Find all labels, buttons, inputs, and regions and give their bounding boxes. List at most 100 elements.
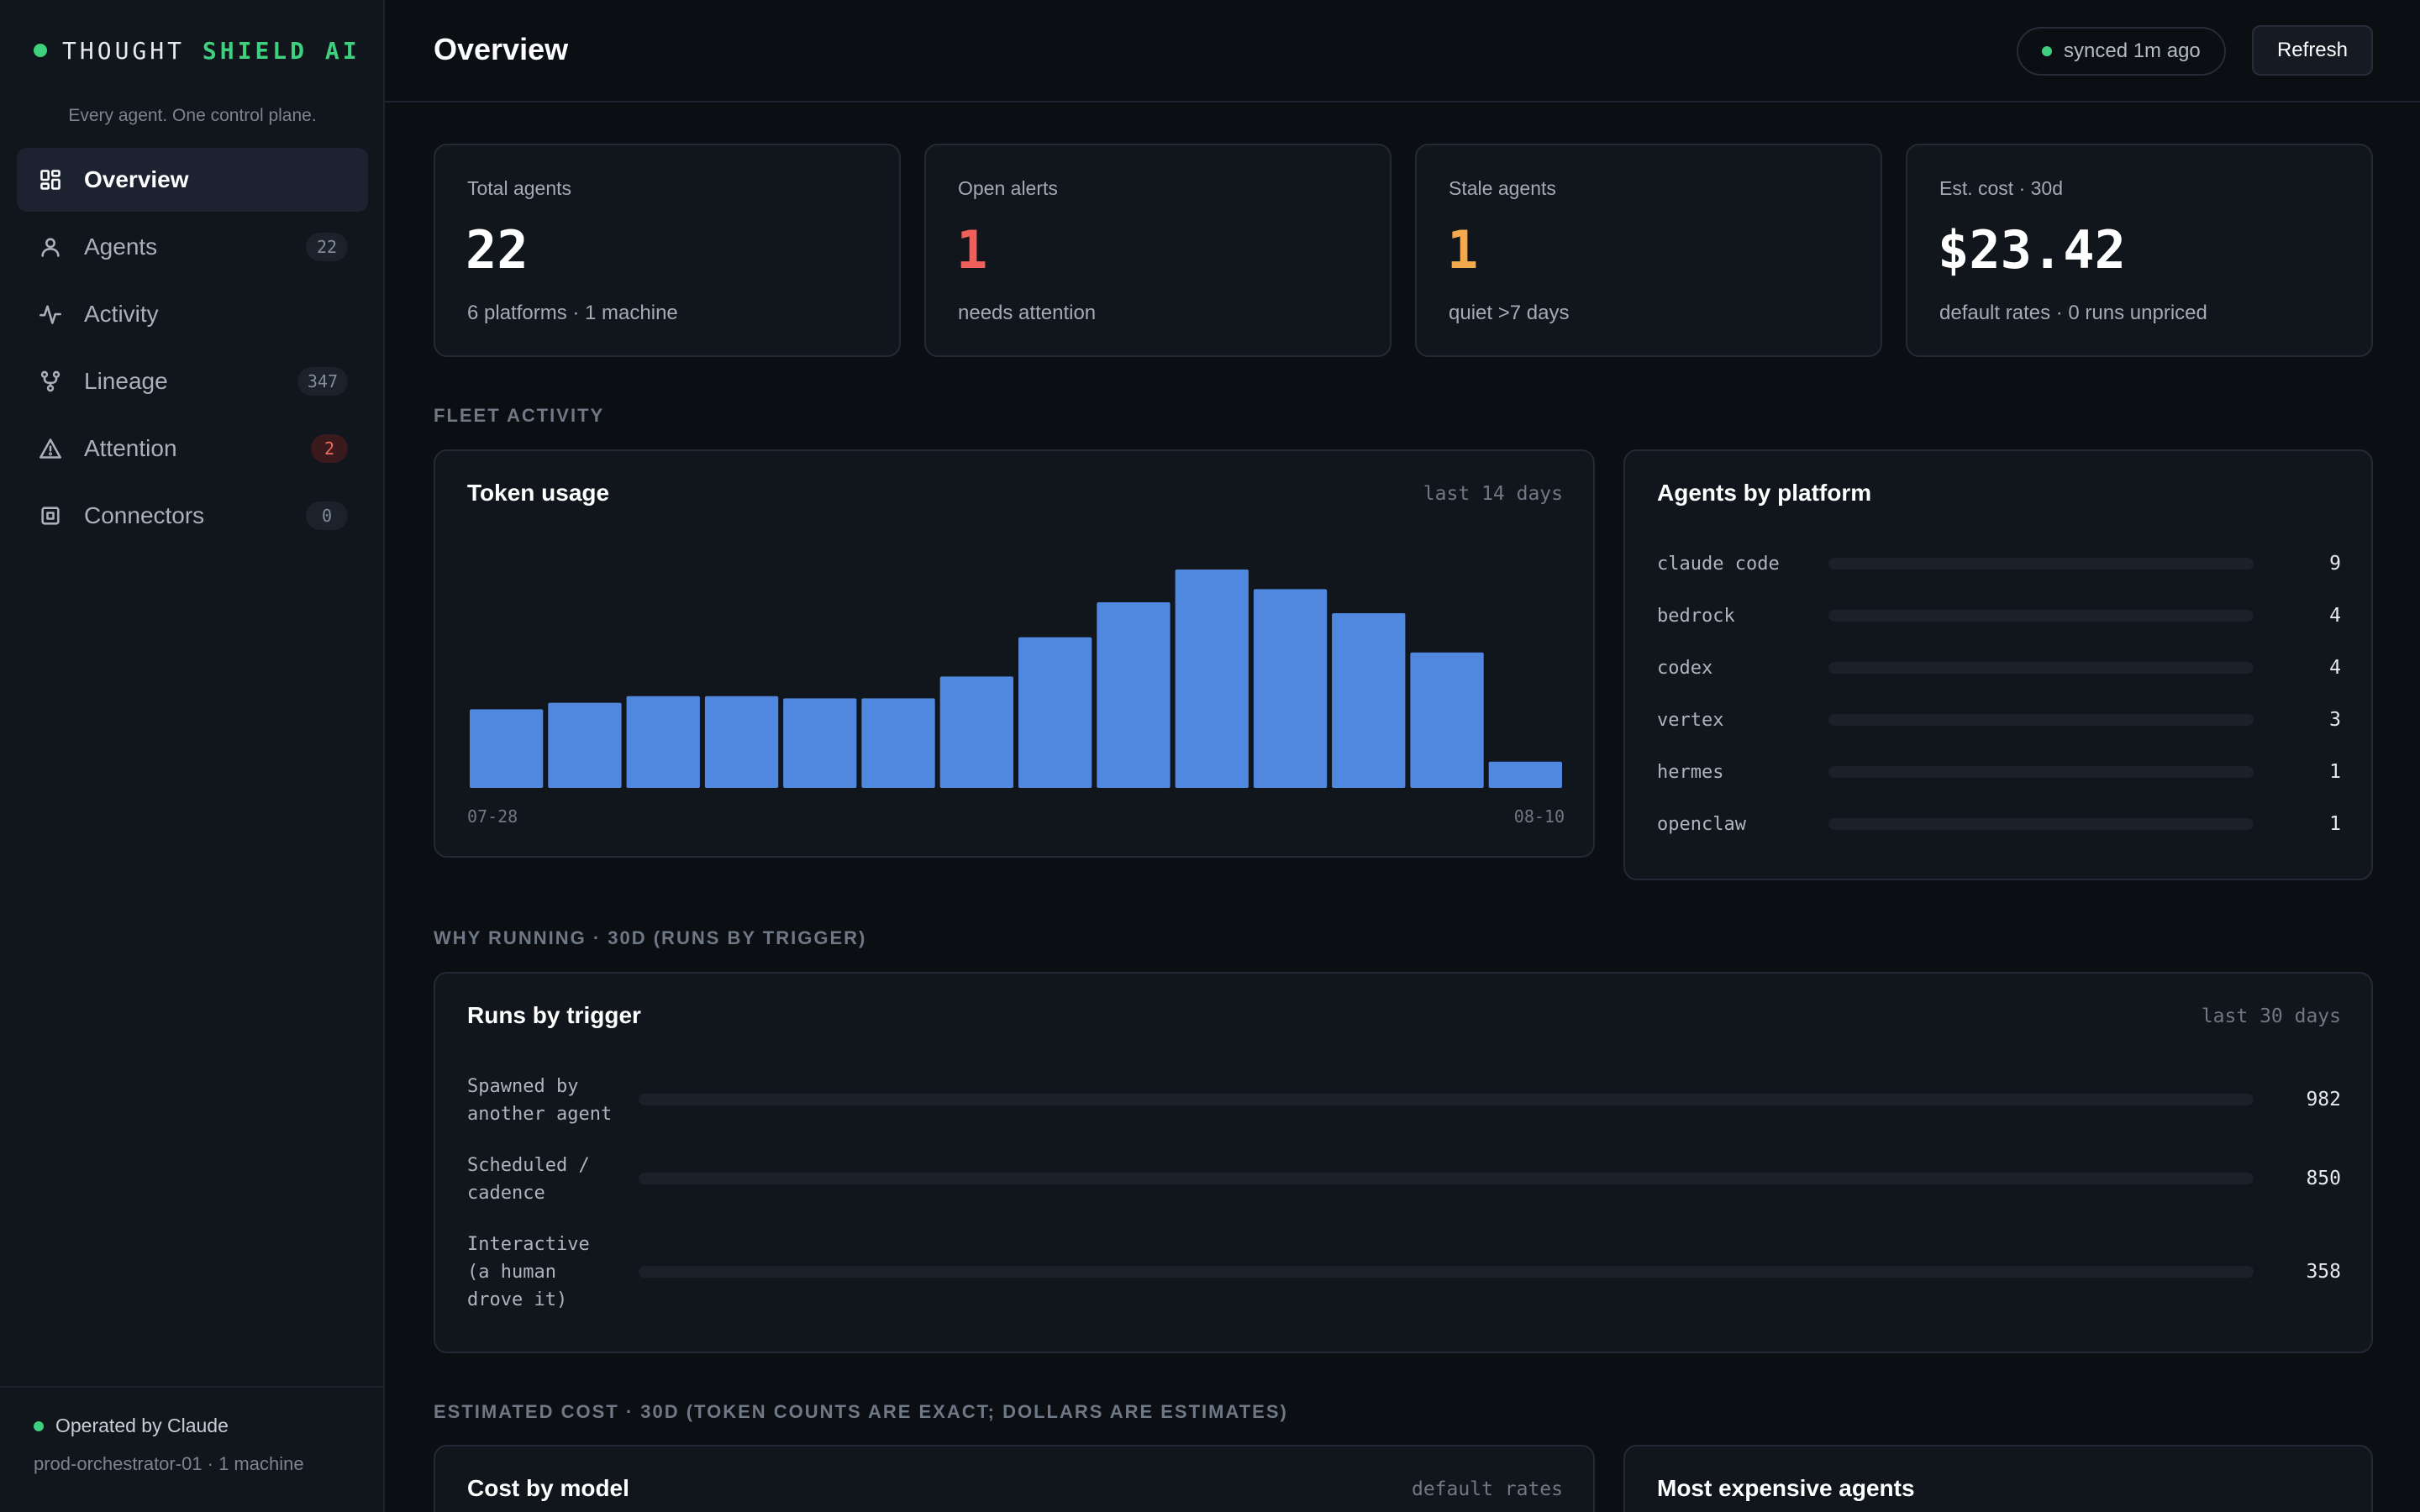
token-usage-bar-08-05[interactable] xyxy=(1097,602,1171,788)
trigger-count: 850 xyxy=(2306,1168,2341,1189)
platform-count: 4 xyxy=(2329,605,2341,627)
sidebar-item-lineage[interactable]: Lineage 347 xyxy=(17,349,368,413)
trigger-label-line: Interactive xyxy=(467,1234,590,1255)
x-axis-end-label: 08-10 xyxy=(1514,806,1565,827)
stat-card-total-agents[interactable]: Total agents 22 6 platforms · 1 machine xyxy=(434,144,901,357)
platform-count: 3 xyxy=(2329,709,2341,731)
token-usage-bar-08-10[interactable] xyxy=(1488,761,1562,788)
platform-row[interactable]: vertex xyxy=(1657,703,1723,737)
card-title: Most expensive agents xyxy=(1657,1475,1915,1501)
token-usage-bar-08-03[interactable] xyxy=(939,676,1013,788)
platform-name: bedrock xyxy=(1657,605,1735,627)
stat-card-stale-agents[interactable]: Stale agents 1 quiet >7 days xyxy=(1415,144,1882,357)
stat-subtitle: quiet >7 days xyxy=(1449,302,1570,324)
trigger-row[interactable]: Interactive (a human drove it) xyxy=(467,1231,590,1314)
sidebar-item-label: Connectors xyxy=(84,502,205,528)
token-usage-bar-08-02[interactable] xyxy=(861,698,935,788)
sidebar-nav: Overview Agents 22 Activity Lineage 347 xyxy=(17,148,368,551)
branch-icon xyxy=(39,370,62,393)
section-title-why-running: WHY RUNNING · 30D (RUNS BY TRIGGER) xyxy=(434,927,867,948)
x-axis-start-label: 07-28 xyxy=(467,806,518,827)
token-usage-bar-08-06[interactable] xyxy=(1175,570,1249,788)
chip-icon xyxy=(39,504,62,528)
stat-subtitle: needs attention xyxy=(958,302,1097,324)
most-expensive-agents-card: Most expensive agents xyxy=(1623,1445,2373,1512)
trigger-label: Spawned by another agent xyxy=(467,1073,612,1128)
sidebar-footer: Operated by Claude prod-orchestrator-01 … xyxy=(0,1386,383,1512)
brand-logo[interactable]: THOUGHT SHIELD AI xyxy=(34,34,360,67)
trigger-bar-track xyxy=(639,1266,2254,1278)
stat-value: $23.42 xyxy=(1938,219,2126,281)
token-usage-bar-07-28[interactable] xyxy=(470,709,544,788)
platform-count: 9 xyxy=(2329,553,2341,575)
section-title-fleet-activity: FLEET ACTIVITY xyxy=(434,405,605,426)
token-usage-bar-07-31[interactable] xyxy=(704,696,779,788)
user-icon xyxy=(39,235,62,259)
token-usage-bar-08-07[interactable] xyxy=(1253,589,1328,788)
platform-name: claude code xyxy=(1657,553,1780,575)
stat-label: Est. cost · 30d xyxy=(1939,177,2064,199)
card-title: Agents by platform xyxy=(1657,480,1872,506)
trigger-row[interactable]: Scheduled / cadence xyxy=(467,1152,590,1207)
refresh-button[interactable]: Refresh xyxy=(2252,25,2373,76)
sidebar-item-connectors[interactable]: Connectors 0 xyxy=(17,484,368,548)
platform-name: codex xyxy=(1657,657,1713,679)
trigger-bar-track xyxy=(639,1094,2254,1105)
agents-by-platform-card: Agents by platform claude code 9 bedrock… xyxy=(1623,449,2373,880)
token-usage-bar-08-04[interactable] xyxy=(1018,637,1092,788)
platform-row[interactable]: claude code xyxy=(1657,547,1780,580)
platform-row[interactable]: openclaw xyxy=(1657,807,1746,841)
stat-label: Stale agents xyxy=(1449,177,1556,199)
stat-card-open-alerts[interactable]: Open alerts 1 needs attention xyxy=(924,144,1392,357)
sync-status: synced 1m ago xyxy=(2017,27,2226,76)
platform-bar-track xyxy=(1828,610,2254,622)
platform-row[interactable]: bedrock xyxy=(1657,599,1735,633)
platform-count: 1 xyxy=(2329,813,2341,835)
token-usage-bar-08-01[interactable] xyxy=(783,698,857,788)
stat-label: Total agents xyxy=(467,177,572,199)
sidebar-item-overview[interactable]: Overview xyxy=(17,148,368,212)
platform-row[interactable]: codex xyxy=(1657,651,1712,685)
trigger-label-line: (a human xyxy=(467,1262,556,1283)
token-usage-bar-08-08[interactable] xyxy=(1332,613,1406,788)
platform-bar-track xyxy=(1828,766,2254,778)
token-usage-chart: 07-28 08-10 xyxy=(467,570,1565,827)
sidebar-item-label: Agents xyxy=(84,234,158,260)
platform-bar-track xyxy=(1828,558,2254,570)
operator-status: Operated by Claude xyxy=(34,1415,229,1437)
token-usage-bar-07-30[interactable] xyxy=(626,696,700,788)
token-usage-bar-08-09[interactable] xyxy=(1410,652,1484,788)
top-header: Overview synced 1m ago Refresh xyxy=(385,0,2420,102)
card-meta: last 14 days xyxy=(1423,483,1563,505)
sync-status-dot xyxy=(2042,46,2052,56)
warning-icon xyxy=(39,437,62,460)
stat-card-est-cost[interactable]: Est. cost · 30d $23.42 default rates · 0… xyxy=(1906,144,2373,357)
trigger-row[interactable]: Spawned by another agent xyxy=(467,1073,612,1128)
token-usage-bar-07-29[interactable] xyxy=(548,702,622,788)
sync-status-text: synced 1m ago xyxy=(2064,39,2201,62)
trigger-label: Scheduled / cadence xyxy=(467,1152,590,1207)
trigger-count: 982 xyxy=(2306,1089,2341,1110)
attention-count-badge: 2 xyxy=(311,434,348,463)
sidebar-item-label: Activity xyxy=(84,301,159,327)
tagline: Every agent. One control plane. xyxy=(68,106,317,125)
operator-label: Operated by Claude xyxy=(55,1415,229,1436)
section-title-estimated-cost: ESTIMATED COST · 30D (TOKEN COUNTS ARE E… xyxy=(434,1401,1288,1422)
sidebar-item-label: Lineage xyxy=(84,368,168,394)
sidebar-item-activity[interactable]: Activity xyxy=(17,282,368,346)
platform-bar-track xyxy=(1828,818,2254,830)
sidebar-item-label: Overview xyxy=(84,166,189,192)
token-usage-card: Token usage last 14 days 07-28 08-10 xyxy=(434,449,1595,858)
card-title: Runs by trigger xyxy=(467,1002,641,1028)
stat-label: Open alerts xyxy=(958,177,1058,199)
trigger-label: Interactive (a human drove it) xyxy=(467,1231,590,1314)
trigger-label-line: another agent xyxy=(467,1104,613,1125)
platform-row[interactable]: hermes xyxy=(1657,755,1723,789)
sidebar-item-agents[interactable]: Agents 22 xyxy=(17,215,368,279)
trigger-label-line: Scheduled / xyxy=(467,1155,590,1176)
platform-count: 1 xyxy=(2329,761,2341,783)
stat-subtitle: 6 platforms · 1 machine xyxy=(467,302,678,324)
sidebar-item-attention[interactable]: Attention 2 xyxy=(17,417,368,480)
stat-subtitle: default rates · 0 runs unpriced xyxy=(1939,302,2207,324)
platform-bar-track xyxy=(1828,714,2254,726)
